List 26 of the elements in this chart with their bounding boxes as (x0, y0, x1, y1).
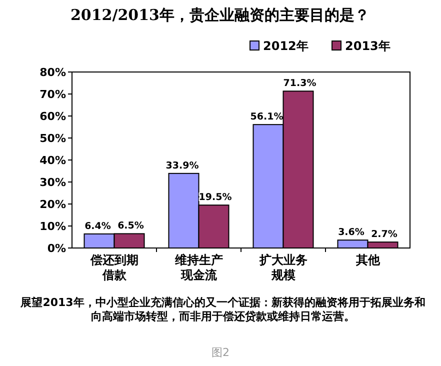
data-label: 3.6% (338, 227, 365, 238)
chart-title: 2012/2013年，贵企业融资的主要目的是？ (70, 6, 370, 24)
y-tick-label: 30% (40, 176, 66, 189)
y-tick-label: 50% (40, 132, 66, 145)
y-tick-label: 40% (40, 154, 66, 167)
data-label: 71.3% (283, 78, 317, 90)
x-tick-label: 扩大业务规模 (258, 253, 308, 282)
text: 展望2013年，中小型企业充满信心的又一个证据：新获得的融资将用于拓展业务和向高端市场转型，而非用于偿还贷款或维持日常运营。 (20, 296, 426, 324)
x-tick-label: 维持生产现金流 (174, 253, 223, 282)
data-label: 56.1% (250, 112, 284, 123)
y-tick-label: 10% (40, 220, 66, 233)
data-label: 6.4% (84, 220, 112, 232)
x-tick-label: 其他 (354, 253, 381, 267)
data-label: 6.5% (118, 220, 144, 232)
legend-label: 2012年 (263, 39, 308, 53)
y-tick-label: 70% (40, 88, 66, 101)
caption: 图2 (210, 345, 230, 360)
data-label: 33.9% (166, 160, 200, 172)
y-tick-label: 60% (40, 110, 66, 123)
x-tick-label: 偿还到期借款 (89, 253, 138, 282)
y-tick-label: 0% (47, 242, 66, 255)
y-tick-label: 80% (40, 66, 66, 79)
data-label: 2.7% (371, 229, 398, 240)
y-tick-label: 20% (40, 198, 66, 211)
legend-label: 2013年 (345, 39, 390, 53)
data-label: 19.5% (198, 192, 232, 204)
